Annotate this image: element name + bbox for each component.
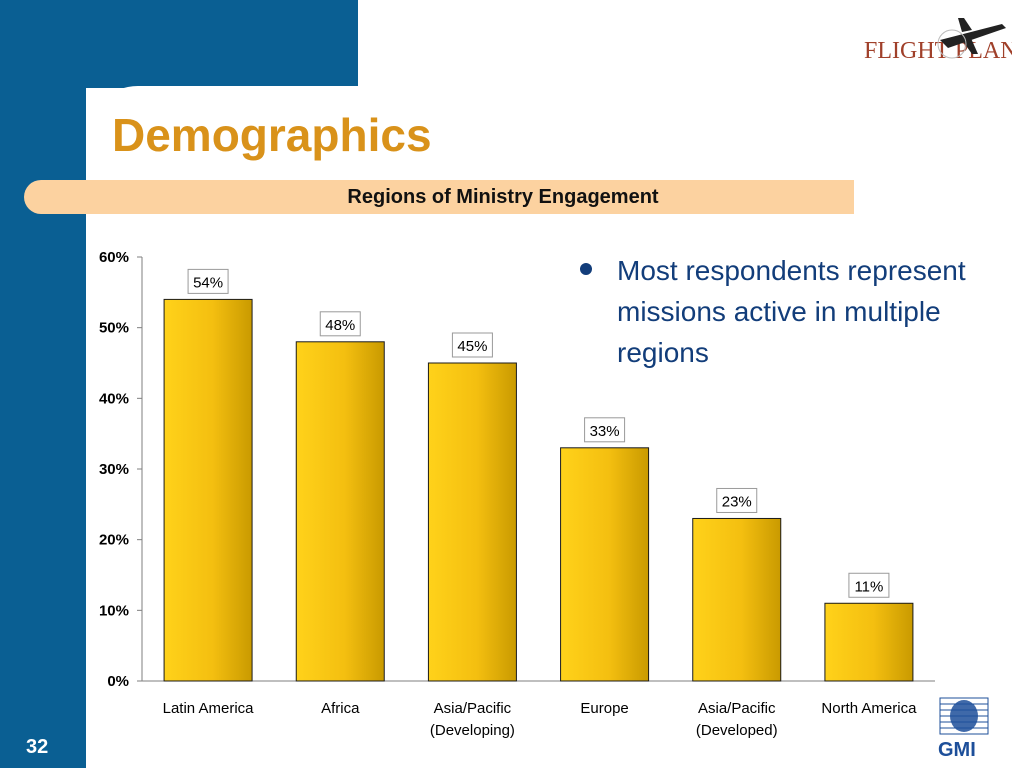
data-label: 54% bbox=[193, 274, 223, 291]
bar bbox=[692, 517, 782, 682]
x-tick-label: (Developing) bbox=[430, 722, 515, 739]
bar bbox=[824, 602, 914, 682]
data-label: 48% bbox=[325, 317, 355, 334]
flight-plan-logo: FLIGHT PLAN bbox=[864, 18, 1012, 64]
bullet-point: Most respondents represent missions acti… bbox=[580, 250, 1000, 373]
data-label: 33% bbox=[590, 423, 620, 440]
chart-title: Regions of Ministry Engagement bbox=[347, 186, 659, 208]
data-label-box bbox=[716, 487, 758, 513]
x-tick-label: Asia/Pacific bbox=[698, 700, 776, 717]
page-number: 32 bbox=[26, 736, 49, 758]
data-label-box bbox=[187, 268, 229, 294]
x-tick-label: Africa bbox=[321, 700, 360, 717]
y-tick-label: 0% bbox=[107, 673, 129, 690]
x-tick-label: (Developed) bbox=[696, 722, 778, 739]
y-tick-label: 10% bbox=[99, 602, 129, 619]
left-brand-band bbox=[0, 0, 86, 768]
slide-title: Demographics bbox=[112, 109, 432, 161]
y-tick-label: 20% bbox=[99, 532, 129, 549]
gmi-logo: GMI bbox=[938, 697, 989, 758]
data-label-box bbox=[584, 417, 626, 443]
data-label: 45% bbox=[457, 338, 487, 355]
y-tick-label: 30% bbox=[99, 461, 129, 478]
bullet-text: Most respondents represent missions acti… bbox=[617, 255, 966, 368]
gmi-logo-text: GMI bbox=[938, 739, 976, 758]
data-label-box bbox=[451, 332, 493, 358]
data-label-box bbox=[848, 572, 890, 598]
bar bbox=[560, 447, 650, 682]
top-brand-band bbox=[0, 0, 358, 88]
y-tick-label: 40% bbox=[99, 390, 129, 407]
airplane-icon bbox=[937, 18, 1006, 59]
x-tick-label: Latin America bbox=[163, 700, 255, 717]
bullet-dot bbox=[580, 263, 592, 275]
x-tick-label: North America bbox=[821, 700, 917, 717]
globe-icon bbox=[939, 697, 989, 735]
bar bbox=[295, 341, 385, 682]
y-tick-label: 60% bbox=[99, 249, 129, 266]
x-tick-label: Europe bbox=[580, 700, 628, 717]
chart-title-band: Regions of Ministry Engagement bbox=[24, 180, 854, 214]
y-tick-label: 50% bbox=[99, 320, 129, 337]
bar bbox=[427, 362, 517, 682]
x-tick-label: Asia/Pacific bbox=[434, 700, 512, 717]
data-label: 11% bbox=[854, 578, 883, 595]
data-label: 23% bbox=[722, 493, 752, 510]
bar bbox=[163, 298, 253, 682]
data-label-box bbox=[319, 311, 361, 337]
